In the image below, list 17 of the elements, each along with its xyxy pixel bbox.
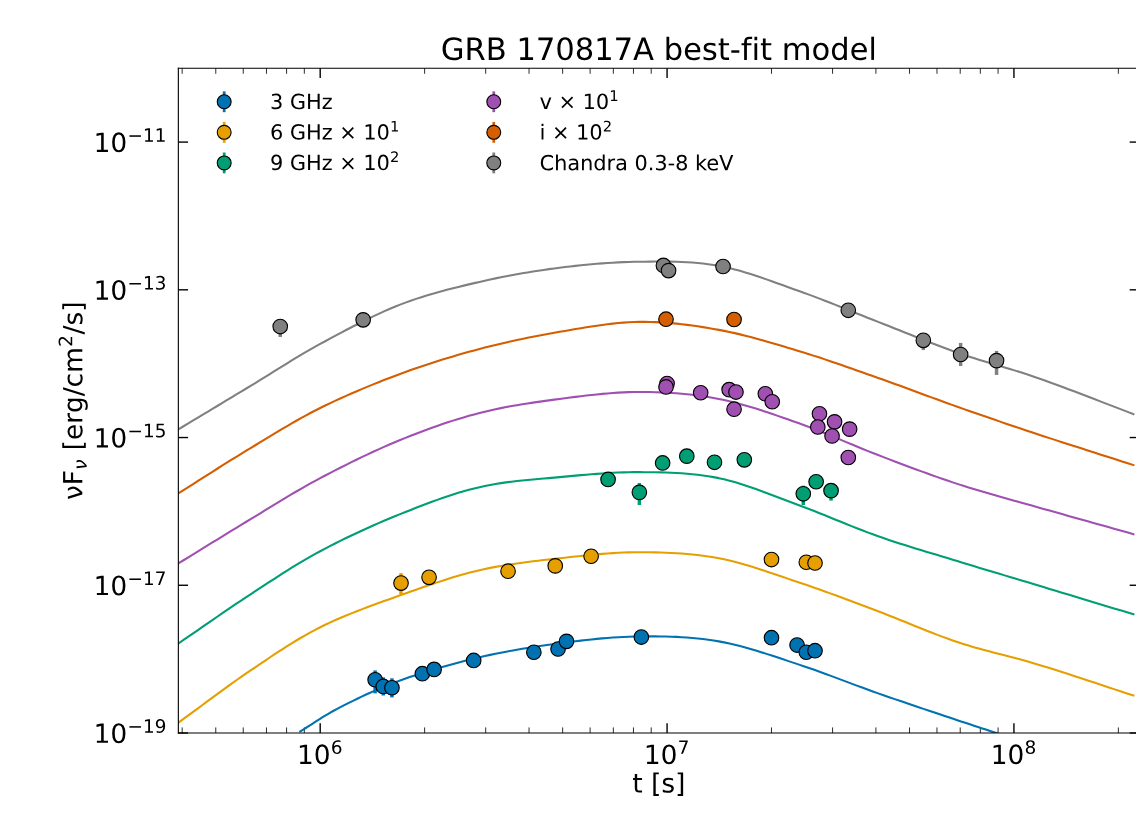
legend-label: 3 GHz — [271, 93, 332, 110]
y-tick-label: 10$^{−11}$ — [96, 128, 165, 153]
y-tick-label: 10$^{−15}$ — [96, 423, 165, 448]
y-tick-label: 10$^{−17}$ — [96, 571, 165, 596]
y-axis-title: νF$_{ν}$ [erg/cm$^{2}$/s] — [58, 303, 88, 500]
x-axis-title: t [s] — [633, 772, 684, 796]
legend-label: v × 10$^{1}$ — [540, 90, 618, 110]
legend-label: 6 GHz × 10$^{1}$ — [271, 120, 398, 140]
legend-label: Chandra 0.3-8 keV — [540, 154, 734, 171]
y-tick-label: 10$^{−13}$ — [96, 275, 165, 301]
legend-label: 9 GHz × 10$^{2}$ — [271, 151, 398, 171]
legend-label: i × 10$^{2}$ — [541, 120, 611, 140]
y-tick-label: 10$^{−19}$ — [96, 719, 166, 744]
x-tick-label: 10$^{6}$ — [299, 740, 342, 765]
chart-title: GRB 170817A best-fit model — [442, 36, 875, 61]
x-tick-label: 10$^{7}$ — [646, 740, 688, 765]
x-tick-label: 10$^{8}$ — [993, 740, 1036, 765]
